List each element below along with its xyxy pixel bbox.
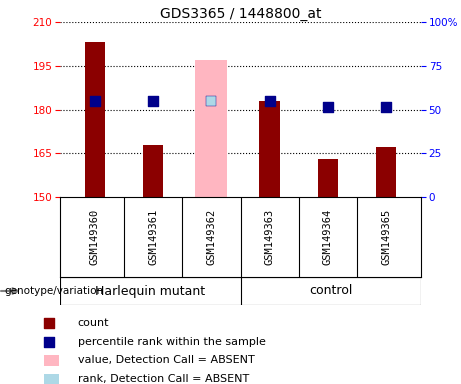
Text: value, Detection Call = ABSENT: value, Detection Call = ABSENT	[77, 356, 254, 366]
Text: GSM149364: GSM149364	[323, 209, 333, 265]
Bar	[44, 355, 59, 366]
Title: GDS3365 / 1448800_at: GDS3365 / 1448800_at	[160, 7, 321, 21]
Point	[91, 98, 99, 104]
Text: GSM149361: GSM149361	[148, 209, 158, 265]
Bar	[143, 144, 163, 197]
Text: GSM149363: GSM149363	[265, 209, 275, 265]
Point	[266, 98, 273, 104]
Text: GSM149365: GSM149365	[381, 209, 391, 265]
Text: GSM149360: GSM149360	[90, 209, 100, 265]
Bar	[318, 159, 338, 197]
Point	[208, 98, 215, 104]
Point	[46, 339, 53, 345]
Bar	[44, 374, 59, 384]
Bar	[376, 147, 396, 197]
Bar	[195, 60, 227, 197]
Text: rank, Detection Call = ABSENT: rank, Detection Call = ABSENT	[77, 374, 249, 384]
Bar	[85, 42, 105, 197]
Point	[149, 98, 157, 104]
Text: genotype/variation: genotype/variation	[5, 286, 104, 296]
Bar	[260, 101, 280, 197]
Text: Harlequin mutant: Harlequin mutant	[95, 285, 205, 298]
Text: count: count	[77, 318, 109, 328]
Text: percentile rank within the sample: percentile rank within the sample	[77, 337, 266, 347]
Point	[324, 104, 331, 110]
Text: GSM149362: GSM149362	[207, 209, 216, 265]
Text: control: control	[309, 285, 353, 298]
Point	[382, 104, 390, 110]
Point	[46, 320, 53, 326]
